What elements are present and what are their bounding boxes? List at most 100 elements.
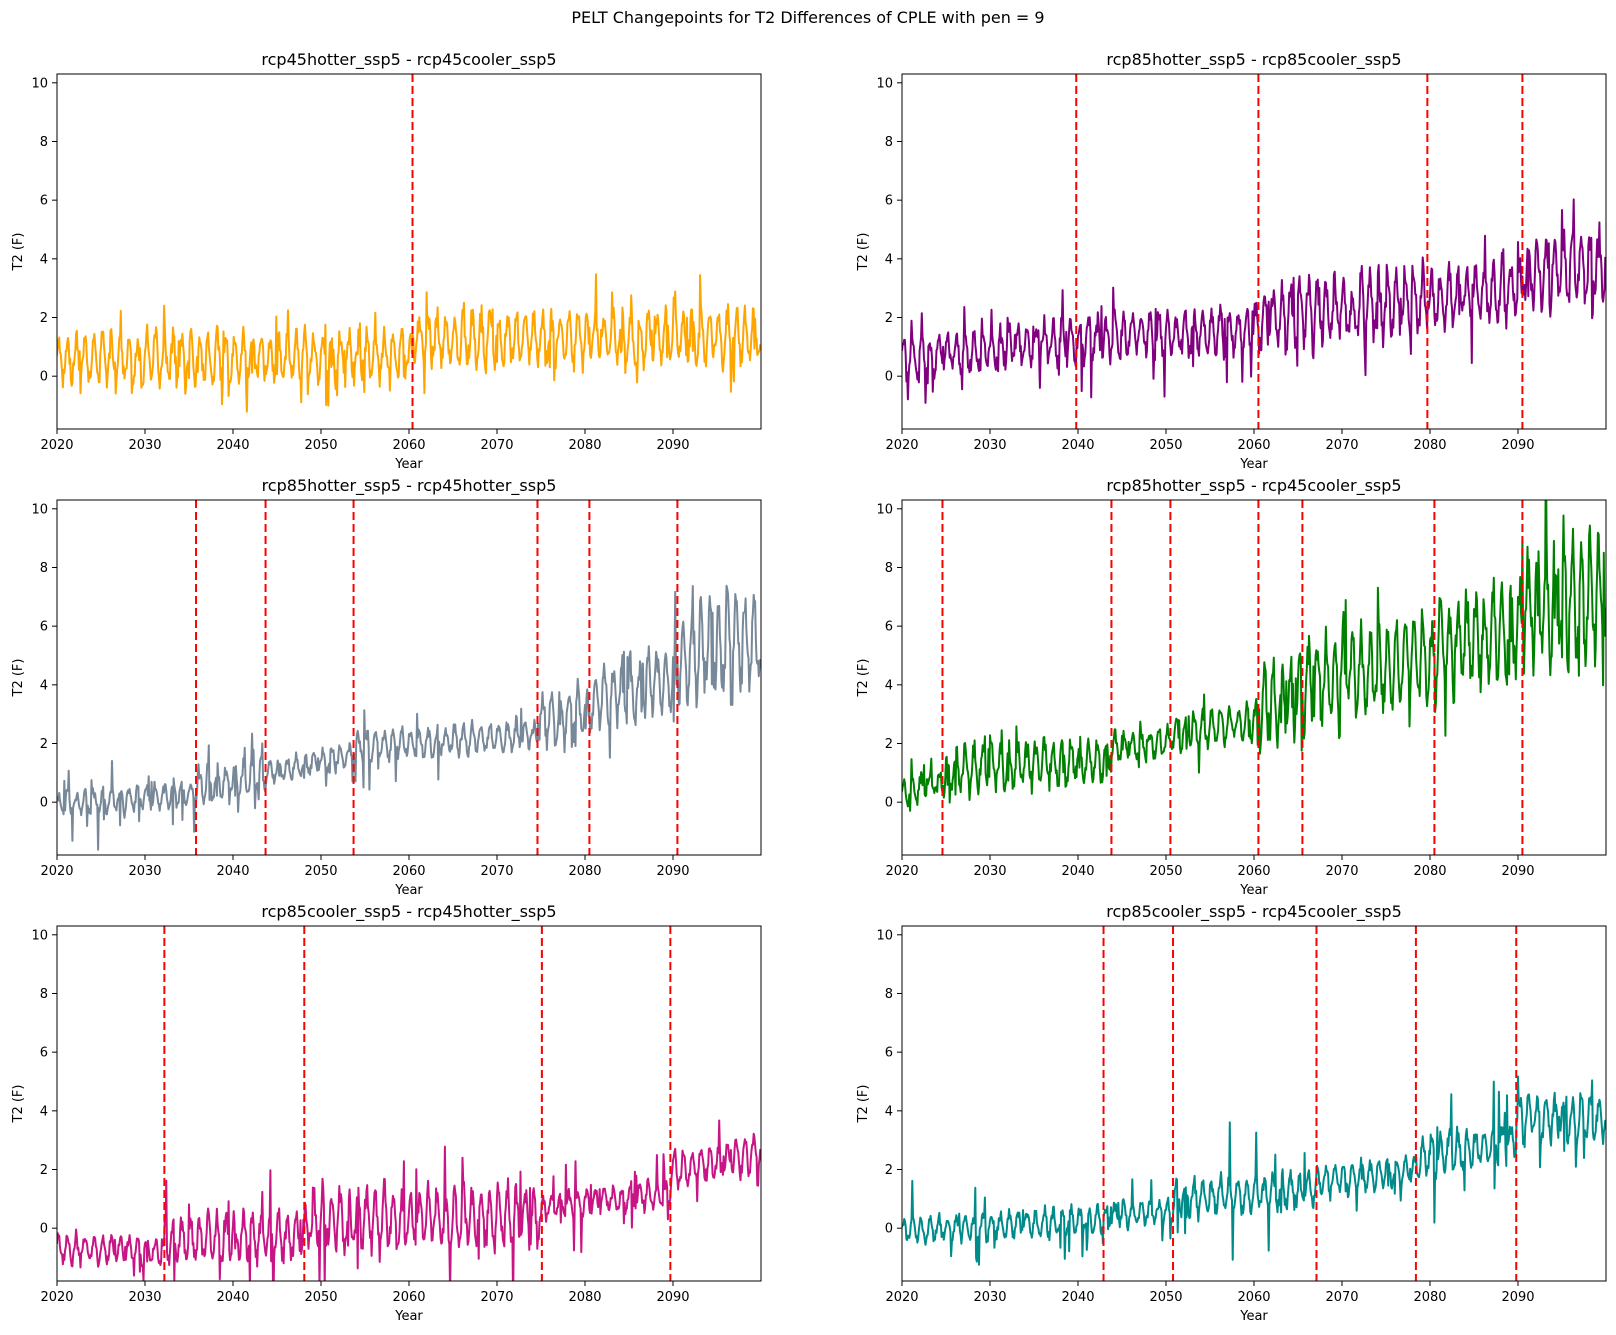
y-axis-label: T2 (F) — [11, 1085, 26, 1124]
axes-frame — [901, 499, 1607, 856]
y-tick-label: 0 — [885, 1222, 893, 1237]
x-tick-label: 2020 — [885, 1290, 918, 1305]
y-tick-label: 6 — [40, 1046, 48, 1061]
x-axis-label: Year — [394, 457, 423, 472]
y-tick-label: 6 — [885, 620, 893, 635]
x-tick-label: 2020 — [885, 438, 918, 453]
y-tick-label: 6 — [40, 620, 48, 635]
y-tick-label: 2 — [885, 1163, 893, 1178]
y-tick-label: 2 — [40, 737, 48, 752]
y-tick-label: 8 — [40, 987, 48, 1002]
subplot-title: rcp85cooler_ssp5 - rcp45hotter_ssp5 — [261, 902, 556, 922]
x-tick-label: 2040 — [1061, 1290, 1094, 1305]
y-tick-label: 4 — [40, 678, 48, 693]
subplot-2: 2020 2030 2040 2050 2060 2070 2080 2090 0 2 4 6 8 10 r… — [856, 50, 1607, 472]
x-tick-label: 2050 — [1149, 1290, 1182, 1305]
x-tick-label: 2050 — [304, 1290, 337, 1305]
axes-frame — [901, 73, 1607, 430]
x-tick-label: 2020 — [885, 864, 918, 879]
y-axis-label: T2 (F) — [856, 659, 871, 698]
x-tick-label: 2080 — [568, 864, 601, 879]
x-axis-label: Year — [394, 1309, 423, 1324]
y-tick-label: 2 — [885, 737, 893, 752]
x-tick-label: 2030 — [128, 864, 161, 879]
y-tick-label: 6 — [885, 1046, 893, 1061]
y-tick-label: 2 — [40, 311, 48, 326]
x-tick-label: 2050 — [304, 864, 337, 879]
y-tick-label: 0 — [40, 796, 48, 811]
y-tick-label: 2 — [40, 1163, 48, 1178]
subplot-title: rcp85hotter_ssp5 - rcp45cooler_ssp5 — [1106, 476, 1401, 496]
y-tick-label: 10 — [876, 928, 893, 943]
x-axis-label: Year — [1239, 1309, 1268, 1324]
data-series-line — [902, 1075, 1606, 1266]
x-tick-label: 2020 — [40, 438, 73, 453]
y-tick-label: 0 — [885, 796, 893, 811]
y-tick-label: 10 — [876, 76, 893, 91]
y-tick-label: 0 — [40, 1222, 48, 1237]
x-tick-label: 2070 — [480, 864, 513, 879]
y-tick-label: 0 — [885, 370, 893, 385]
x-tick-label: 2020 — [40, 1290, 73, 1305]
y-tick-label: 10 — [31, 928, 48, 943]
x-tick-label: 2030 — [128, 438, 161, 453]
x-tick-label: 2060 — [1237, 438, 1270, 453]
subplot-4: 2020 2030 2040 2050 2060 2070 2080 2090 0 2 4 6 8 10 r… — [856, 476, 1607, 898]
y-tick-label: 2 — [885, 311, 893, 326]
x-tick-label: 2090 — [1501, 1290, 1534, 1305]
axes-frame — [56, 73, 762, 430]
x-tick-label: 2070 — [1325, 864, 1358, 879]
x-tick-label: 2040 — [216, 1290, 249, 1305]
y-axis-label: T2 (F) — [11, 659, 26, 698]
y-tick-label: 4 — [40, 1104, 48, 1119]
data-series-line — [57, 584, 761, 851]
x-tick-label: 2030 — [128, 1290, 161, 1305]
y-tick-label: 10 — [876, 502, 893, 517]
x-tick-label: 2080 — [1413, 864, 1446, 879]
y-tick-label: 10 — [31, 502, 48, 517]
x-tick-label: 2080 — [568, 438, 601, 453]
x-tick-label: 2030 — [973, 1290, 1006, 1305]
data-series-line — [57, 273, 761, 413]
y-tick-label: 4 — [885, 1104, 893, 1119]
data-series-line — [57, 1119, 761, 1281]
y-axis-label: T2 (F) — [856, 1085, 871, 1124]
x-tick-label: 2070 — [480, 1290, 513, 1305]
x-tick-label: 2040 — [216, 438, 249, 453]
y-axis-label: T2 (F) — [856, 233, 871, 272]
data-series-line — [902, 198, 1606, 404]
y-tick-label: 10 — [31, 76, 48, 91]
y-tick-label: 8 — [40, 561, 48, 576]
x-tick-label: 2050 — [304, 438, 337, 453]
y-tick-label: 6 — [40, 194, 48, 209]
subplot-5: 2020 2030 2040 2050 2060 2070 2080 2090 0 2 4 6 8 10 r… — [11, 902, 762, 1324]
x-tick-label: 2060 — [392, 1290, 425, 1305]
x-tick-label: 2040 — [216, 864, 249, 879]
y-tick-label: 8 — [885, 135, 893, 150]
subplot-6: 2020 2030 2040 2050 2060 2070 2080 2090 0 2 4 6 8 10 r… — [856, 902, 1607, 1324]
x-tick-label: 2070 — [1325, 1290, 1358, 1305]
x-tick-label: 2080 — [568, 1290, 601, 1305]
x-tick-label: 2060 — [392, 864, 425, 879]
x-tick-label: 2090 — [656, 1290, 689, 1305]
x-tick-label: 2050 — [1149, 864, 1182, 879]
figure-title: PELT Changepoints for T2 Differences of … — [571, 8, 1045, 27]
x-tick-label: 2090 — [1501, 438, 1534, 453]
y-tick-label: 8 — [40, 135, 48, 150]
y-tick-label: 4 — [40, 252, 48, 267]
x-axis-label: Year — [394, 883, 423, 898]
data-series-line — [902, 500, 1606, 812]
y-tick-label: 4 — [885, 252, 893, 267]
x-tick-label: 2050 — [1149, 438, 1182, 453]
x-tick-label: 2060 — [392, 438, 425, 453]
y-axis-label: T2 (F) — [11, 233, 26, 272]
x-tick-label: 2040 — [1061, 864, 1094, 879]
x-tick-label: 2070 — [1325, 438, 1358, 453]
x-tick-label: 2020 — [40, 864, 73, 879]
x-tick-label: 2090 — [1501, 864, 1534, 879]
y-tick-label: 6 — [885, 194, 893, 209]
x-axis-label: Year — [1239, 457, 1268, 472]
subplot-title: rcp85hotter_ssp5 - rcp85cooler_ssp5 — [1106, 50, 1401, 70]
y-tick-label: 0 — [40, 370, 48, 385]
